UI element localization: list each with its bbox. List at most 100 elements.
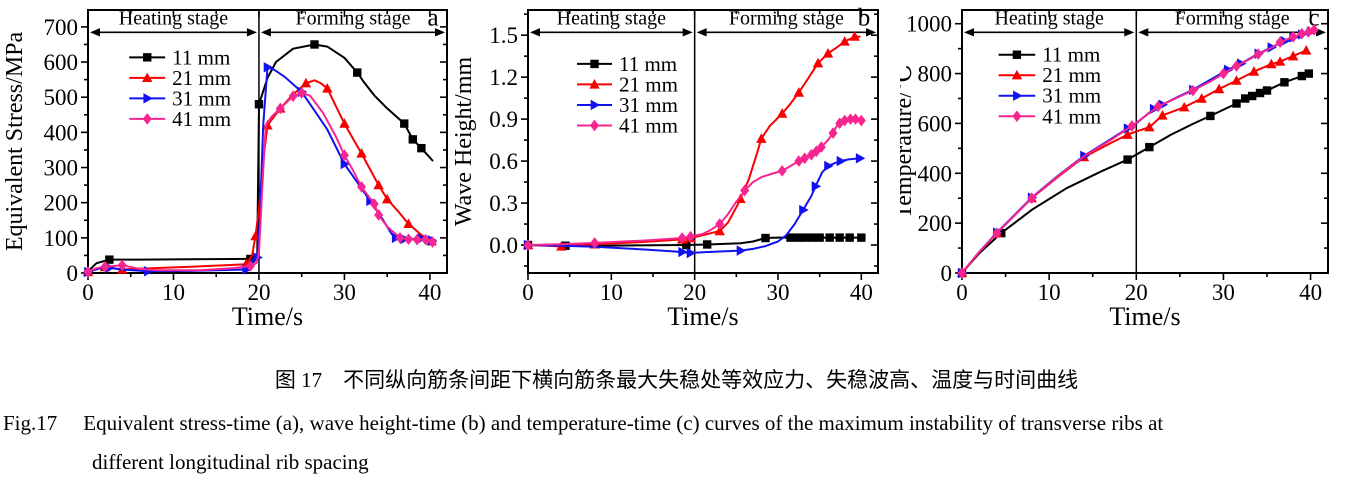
- marker-diamond: [374, 209, 384, 221]
- x-tick-label: 40: [418, 280, 441, 305]
- series-line: [527, 35, 861, 248]
- legend-item-41-mm: 41 mm: [577, 113, 678, 137]
- marker-diamond: [590, 237, 600, 249]
- axis-box: [527, 9, 879, 274]
- marker-diamond: [740, 184, 750, 197]
- marker-square: [845, 233, 854, 242]
- arrowhead-left: [260, 28, 271, 37]
- marker-diamond: [369, 198, 379, 210]
- marker-triangle-up: [1196, 93, 1207, 103]
- panel-letter: a: [427, 4, 438, 31]
- marker-square: [590, 59, 599, 69]
- y-tick-label: 100: [44, 226, 79, 251]
- marker-diamond: [715, 218, 725, 230]
- marker-diamond: [1297, 27, 1307, 40]
- legend-label: 11 mm: [619, 52, 677, 76]
- marker-square: [105, 255, 114, 264]
- x-tick-label: 20: [683, 280, 706, 305]
- marker-square: [310, 40, 319, 49]
- y-tick-label: 200: [918, 211, 953, 236]
- legend-item-11-mm: 11 mm: [577, 52, 677, 76]
- arrowhead-right: [1124, 28, 1135, 37]
- y-axis-title: Wave Height/mm: [455, 56, 477, 226]
- x-tick-label: 40: [1299, 280, 1322, 305]
- legend-item-21-mm: 21 mm: [998, 63, 1101, 87]
- marker-square: [793, 233, 803, 242]
- arrowhead-left: [696, 28, 707, 37]
- y-tick-label: 600: [44, 50, 79, 75]
- series-line: [961, 49, 1308, 274]
- x-tick-label: 40: [850, 280, 873, 305]
- marker-diamond: [404, 233, 414, 246]
- marker-diamond: [1153, 100, 1163, 113]
- marker-square: [1280, 78, 1289, 87]
- marker-square: [143, 53, 152, 62]
- legend-item-11-mm: 11 mm: [129, 45, 230, 69]
- marker-diamond: [100, 260, 110, 273]
- marker-diamond: [806, 148, 816, 161]
- marker-diamond: [412, 233, 422, 246]
- marker-diamond: [1012, 110, 1022, 123]
- marker-diamond: [1309, 24, 1319, 36]
- temperature-time-chart: 0 10 20 30 4002004006008001000Time/sTemperat…: [891, 4, 1329, 331]
- marker-triangle-right: [824, 160, 834, 172]
- marker-diamond: [1288, 31, 1298, 43]
- y-tick-label: 800: [918, 62, 953, 87]
- marker-triangle-up: [322, 83, 333, 93]
- legend-label: 31 mm: [1042, 84, 1101, 108]
- caption-english-line1: Fig.17 Equivalent stress-time (a), wave h…: [3, 411, 1353, 436]
- x-axis-title: Time/s: [232, 302, 303, 330]
- heating-stage-label: Heating stage: [557, 7, 667, 29]
- marker-triangle-up: [1122, 129, 1133, 139]
- marker-square: [1123, 155, 1132, 164]
- marker-triangle-right: [1013, 90, 1023, 101]
- y-tick-label: 0: [67, 261, 79, 286]
- marker-diamond: [840, 114, 850, 127]
- legend-item-31-mm: 31 mm: [998, 84, 1101, 108]
- legend-label: 11 mm: [172, 45, 230, 69]
- marker-square: [807, 233, 817, 242]
- x-tick-label: 20: [1125, 280, 1148, 305]
- marker-diamond: [83, 266, 93, 278]
- marker-triangle-up: [142, 72, 153, 83]
- marker-diamond: [851, 113, 860, 125]
- marker-diamond: [339, 149, 349, 162]
- marker-square: [786, 233, 795, 242]
- marker-triangle-right: [799, 204, 809, 216]
- marker-square: [1262, 86, 1272, 95]
- x-tick-label: 10: [600, 280, 623, 305]
- marker-diamond: [1253, 48, 1263, 60]
- axis-box: [961, 9, 1329, 274]
- marker-square: [1206, 111, 1215, 121]
- marker-triangle-up: [1301, 44, 1312, 55]
- y-tick-label: 1000: [906, 12, 952, 37]
- marker-triangle-up: [589, 79, 600, 89]
- marker-triangle-up: [356, 148, 367, 158]
- series-31-mm: [84, 62, 438, 278]
- series-31-mm: [524, 153, 866, 259]
- marker-triangle-right: [263, 62, 274, 73]
- marker-triangle-up: [1213, 83, 1225, 94]
- marker-triangle-up: [1287, 50, 1299, 61]
- y-tick-label: 700: [44, 15, 79, 40]
- x-tick-label: 30: [767, 280, 790, 305]
- legend-item-21-mm: 21 mm: [129, 66, 231, 90]
- x-tick-label: 0: [956, 280, 968, 305]
- series-11-mm: [957, 69, 1314, 278]
- marker-diamond: [686, 230, 695, 243]
- legend-label: 41 mm: [172, 107, 231, 131]
- marker-diamond: [245, 260, 255, 272]
- y-tick-label: 0.3: [489, 191, 518, 216]
- legend-label: 31 mm: [619, 93, 678, 117]
- marker-diamond: [523, 239, 533, 251]
- marker-triangle-up: [339, 118, 350, 128]
- marker-diamond: [828, 127, 838, 139]
- marker-triangle-right: [678, 246, 688, 258]
- marker-square: [1145, 142, 1154, 152]
- marker-square: [254, 100, 264, 109]
- marker-diamond: [846, 113, 855, 125]
- marker-diamond: [992, 227, 1002, 239]
- marker-triangle-right: [143, 93, 153, 104]
